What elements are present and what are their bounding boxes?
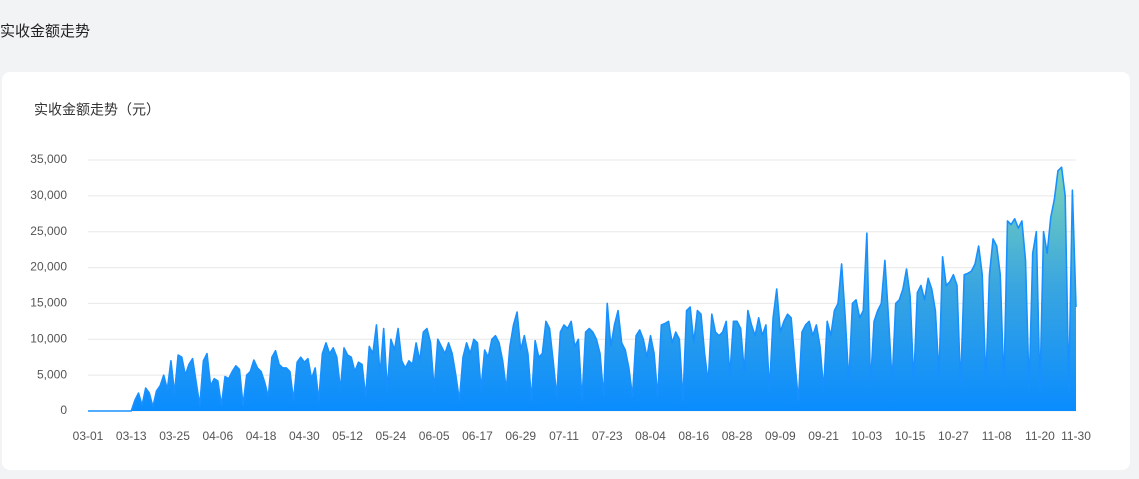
- x-tick-label: 10-03: [852, 429, 883, 443]
- x-tick-label: 11-08: [982, 429, 1012, 443]
- x-tick-label: 09-21: [808, 429, 839, 443]
- x-tick-label: 11-20: [1025, 429, 1055, 443]
- x-tick-label: 07-23: [592, 429, 623, 443]
- line: [88, 166, 1077, 412]
- area: [88, 167, 1076, 411]
- y-tick-label: 35,000: [30, 152, 67, 166]
- y-tick-label: 20,000: [30, 260, 67, 274]
- y-tick-label: 0: [60, 403, 67, 417]
- y-tick-label: 10,000: [30, 331, 67, 345]
- x-tick-label: 05-24: [376, 429, 407, 443]
- x-tick-label: 06-17: [462, 429, 493, 443]
- x-tick-label: 10-27: [938, 429, 969, 443]
- x-tick-label: 06-29: [505, 429, 536, 443]
- x-tick-label: 03-13: [116, 429, 147, 443]
- x-tick-label: 04-06: [202, 429, 233, 443]
- x-tick-label: 09-09: [765, 429, 796, 443]
- y-tick-label: 30,000: [30, 188, 67, 202]
- x-tick-label: 11-30: [1061, 429, 1091, 443]
- page-title: 实收金额走势: [0, 23, 91, 40]
- y-tick-label: 15,000: [30, 296, 67, 310]
- x-tick-label: 04-30: [289, 429, 320, 443]
- x-tick-label: 07-11: [549, 429, 579, 443]
- chart-title: 实收金额走势（元）: [34, 102, 160, 118]
- x-tick-label: 03-01: [73, 429, 104, 443]
- x-tick-label: 10-15: [895, 429, 926, 443]
- x-tick-label: 08-04: [635, 429, 666, 443]
- y-tick-label: 25,000: [30, 224, 67, 238]
- x-tick-label: 08-28: [722, 429, 753, 443]
- x-tick-label: 03-25: [159, 429, 190, 443]
- x-tick-label: 08-16: [678, 429, 709, 443]
- x-tick-label: 04-18: [246, 429, 277, 443]
- x-tick-label: 06-05: [419, 429, 450, 443]
- x-tick-label: 05-12: [332, 429, 363, 443]
- y-tick-label: 5,000: [37, 367, 67, 381]
